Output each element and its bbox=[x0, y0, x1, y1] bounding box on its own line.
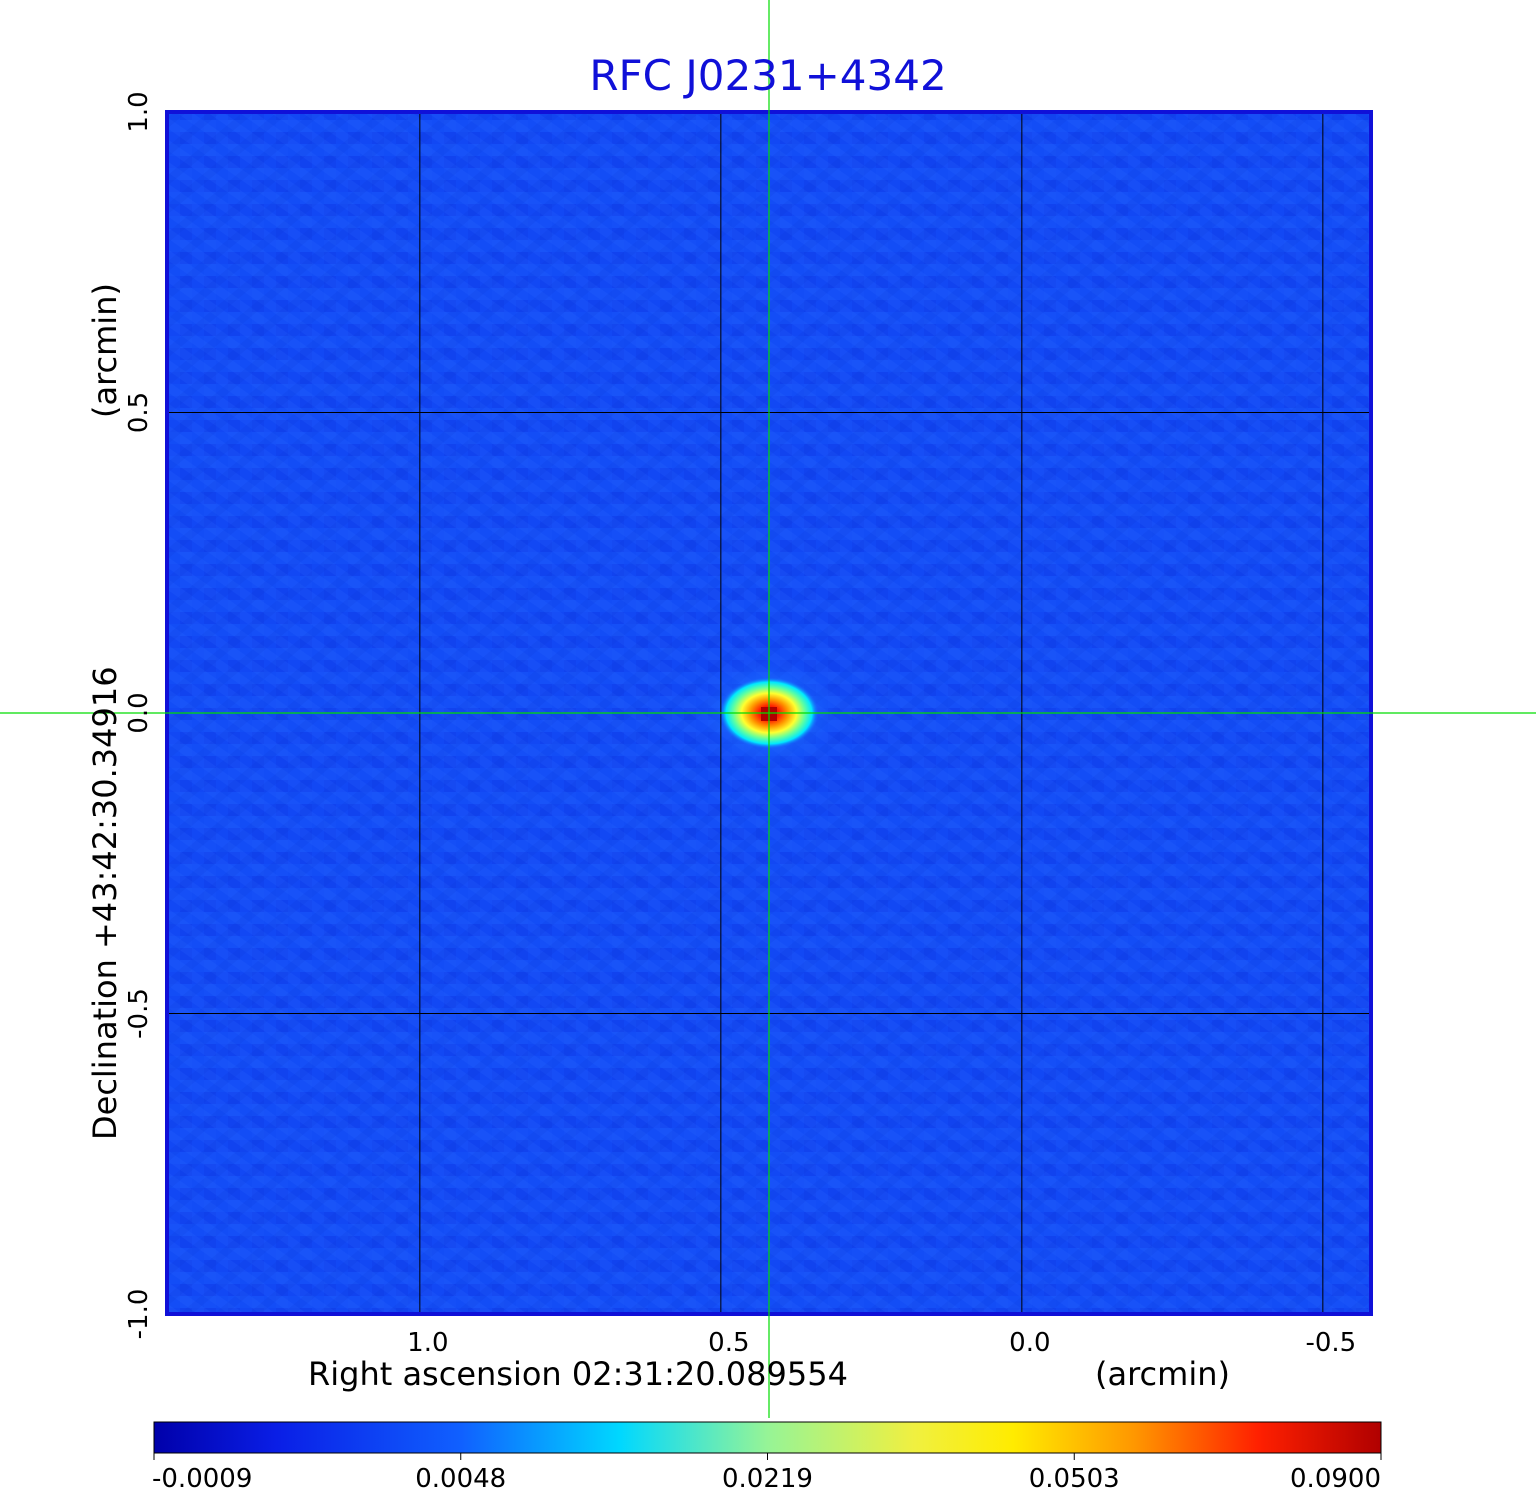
colorbar: -0.0009 0.0048 0.0219 0.0503 0.0900 bbox=[152, 1421, 1382, 1494]
colorbar-tick-label: 0.0503 bbox=[1029, 1464, 1120, 1494]
colorbar-tick-label: 0.0900 bbox=[1290, 1464, 1381, 1494]
colorbar-gradient bbox=[153, 1421, 1382, 1454]
y-tick-labels: 1.0 0.5 0.0 -0.5 -1.0 bbox=[124, 91, 154, 1339]
x-axis-unit: (arcmin) bbox=[1095, 1355, 1230, 1393]
y-tick-label: -0.5 bbox=[124, 988, 154, 1039]
x-tick-label: -0.5 bbox=[1305, 1328, 1356, 1358]
chart-title: RFC J0231+4342 bbox=[589, 51, 946, 100]
colorbar-tick-label: 0.0219 bbox=[722, 1464, 813, 1494]
x-tick-label: 0.0 bbox=[1009, 1328, 1050, 1358]
x-axis-label: Right ascension 02:31:20.089554 bbox=[308, 1355, 848, 1393]
y-axis-label: Declination +43:42:30.34916 bbox=[86, 666, 124, 1140]
y-tick-label: 0.0 bbox=[124, 692, 154, 733]
y-tick-label: 0.5 bbox=[124, 392, 154, 433]
colorbar-tick-labels: -0.0009 0.0048 0.0219 0.0503 0.0900 bbox=[152, 1453, 1382, 1494]
x-tick-label: 0.5 bbox=[708, 1328, 749, 1358]
y-tick-label: -1.0 bbox=[124, 1289, 154, 1340]
y-tick-label: 1.0 bbox=[124, 91, 154, 132]
y-axis-unit: (arcmin) bbox=[86, 283, 124, 418]
x-tick-labels: 1.0 0.5 0.0 -0.5 bbox=[407, 1328, 1356, 1358]
colorbar-tick-label: -0.0009 bbox=[152, 1464, 252, 1494]
colorbar-tick-label: 0.0048 bbox=[415, 1464, 506, 1494]
x-tick-label: 1.0 bbox=[407, 1328, 448, 1358]
